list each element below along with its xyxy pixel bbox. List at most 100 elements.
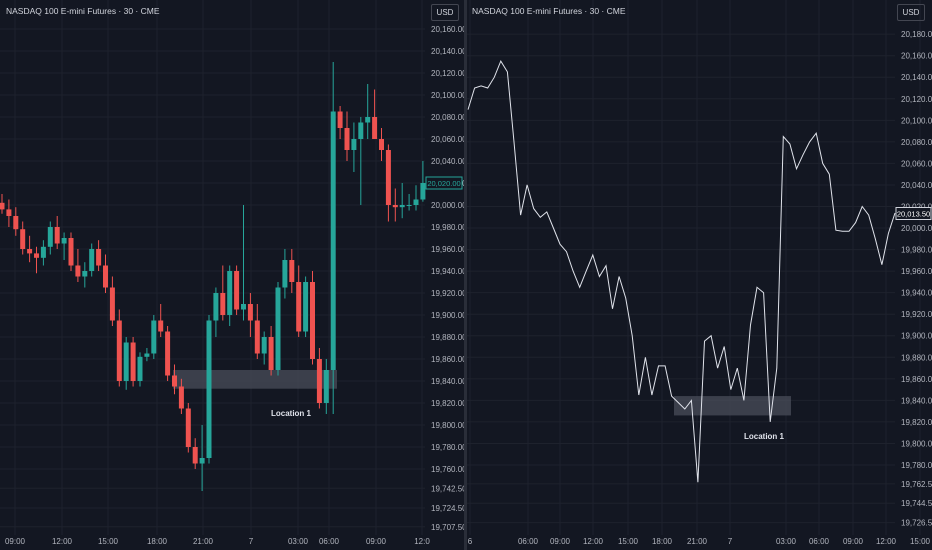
candle-body	[192, 447, 198, 464]
x-tick-label: 6	[468, 537, 473, 546]
price-tag-box	[425, 176, 463, 190]
y-tick-label: 19,744.50	[901, 499, 932, 508]
y-tick-label: 20,040.00	[901, 181, 932, 190]
x-tick-label: 15:00	[618, 537, 639, 546]
candle-body	[241, 304, 246, 310]
currency-button[interactable]: USD	[897, 4, 925, 21]
y-tick-label: 19,960.00	[901, 267, 932, 276]
y-tick-label: 19,800.00	[901, 439, 932, 448]
y-tick-label: 19,880.00	[431, 333, 464, 342]
candle-body	[130, 342, 136, 381]
y-tick-label: 19,840.00	[431, 377, 464, 386]
x-tick-label: 12:00	[52, 537, 73, 546]
candle-body	[82, 271, 88, 277]
chart-title: NASDAQ 100 E-mini Futures · 30 · CME	[6, 6, 160, 16]
candle-body	[275, 287, 281, 370]
candle-body	[351, 139, 357, 150]
candle-body	[213, 293, 219, 321]
candle-body	[151, 320, 157, 354]
x-tick-label: 18:00	[147, 537, 168, 546]
price-tag-box	[895, 206, 932, 220]
y-tick-label: 19,780.00	[431, 443, 464, 452]
candle-body	[34, 253, 39, 258]
y-tick-label: 20,060.00	[431, 135, 464, 144]
x-tick-label: 15:00	[98, 537, 119, 546]
candle-body	[116, 320, 122, 381]
price-tag: 20,013.50	[897, 209, 930, 218]
candle-body	[123, 342, 129, 381]
candle-body	[137, 356, 143, 381]
y-tick-label: 20,100.00	[901, 116, 932, 125]
panel-divider[interactable]	[464, 0, 467, 550]
x-tick-label: 7	[728, 537, 733, 546]
candle-body	[165, 331, 171, 376]
y-tick-label: 20,080.00	[901, 138, 932, 147]
candle-body	[282, 260, 288, 288]
candle-body	[365, 117, 371, 123]
currency-button[interactable]: USD	[431, 4, 459, 21]
y-tick-label: 19,940.00	[901, 289, 932, 298]
candle-body	[247, 304, 253, 321]
candle-body	[40, 246, 46, 258]
candle-body	[303, 282, 309, 332]
y-tick-label: 20,100.00	[431, 91, 464, 100]
x-tick-label: 06:00	[518, 537, 539, 546]
y-tick-label: 19,880.00	[901, 353, 932, 362]
candle-body	[420, 183, 426, 200]
candle-body	[185, 408, 191, 447]
candle-body	[289, 260, 295, 282]
candle-body	[109, 287, 115, 321]
price-line	[467, 59, 896, 483]
candle-body	[54, 227, 60, 244]
y-tick-label: 19,940.00	[431, 267, 464, 276]
location-label: Location 1	[744, 432, 785, 441]
x-tick-label: 09:00	[843, 537, 864, 546]
x-tick-label: 03:00	[776, 537, 797, 546]
x-tick-label: 09:00	[550, 537, 571, 546]
candle-body	[261, 337, 267, 354]
price-tag: 20,020.00	[427, 179, 460, 188]
y-tick-label: 19,920.00	[431, 289, 464, 298]
x-tick-label: 06:00	[319, 537, 340, 546]
y-tick-label: 19,780.00	[901, 461, 932, 470]
left-chart-panel[interactable]: 20,160.00 20,140.00 20,120.00 20,100.00 20,0…	[0, 0, 464, 550]
y-tick-label: 19,900.00	[431, 311, 464, 320]
y-tick-label: 19,860.00	[901, 375, 932, 384]
y-tick-label: 19,980.00	[901, 246, 932, 255]
y-tick-label: 19,820.00	[901, 418, 932, 427]
candle-body	[206, 320, 212, 458]
candle-body	[392, 205, 398, 208]
right-chart-panel[interactable]: 20,180.00 20,160.00 20,140.00 20,120.00 20,1…	[467, 0, 932, 550]
candle-body	[47, 227, 53, 247]
x-tick-label: 09:00	[5, 537, 26, 546]
location-zone	[674, 396, 791, 416]
candlestick-chart[interactable]: 20,160.00 20,140.00 20,120.00 20,100.00 20,0…	[0, 0, 464, 550]
location-zone	[173, 370, 337, 389]
candle-body	[75, 265, 81, 277]
x-tick-label: 06:00	[809, 537, 830, 546]
y-tick-label: 19,800.00	[431, 421, 464, 430]
candle-body	[337, 111, 343, 128]
y-tick-label: 20,120.00	[901, 95, 932, 104]
x-tick-label: 15:00	[910, 537, 931, 546]
x-tick-label: 21:00	[193, 537, 214, 546]
x-tick-label: 12:00	[583, 537, 604, 546]
candle-body	[96, 249, 102, 266]
y-tick-label: 19,900.00	[901, 332, 932, 341]
y-tick-label: 20,160.00	[901, 52, 932, 61]
x-tick-label: 09:00	[366, 537, 387, 546]
candle-body	[323, 370, 329, 403]
y-tick-label: 20,080.00	[431, 113, 464, 122]
y-tick-label: 19,724.50	[431, 504, 464, 513]
candle-body	[234, 271, 240, 310]
y-tick-label: 19,762.50	[901, 480, 932, 489]
candle-body	[413, 199, 419, 205]
y-tick-label: 19,920.00	[901, 310, 932, 319]
chart-title: NASDAQ 100 E-mini Futures · 30 · CME	[472, 6, 626, 16]
y-tick-label: 20,040.00	[431, 157, 464, 166]
candle-body	[6, 209, 12, 216]
candle-body	[158, 320, 164, 332]
y-tick-label: 20,140.00	[431, 47, 464, 56]
line-chart[interactable]: 20,180.00 20,160.00 20,140.00 20,120.00 20,1…	[467, 0, 932, 550]
candle-body	[254, 320, 260, 354]
